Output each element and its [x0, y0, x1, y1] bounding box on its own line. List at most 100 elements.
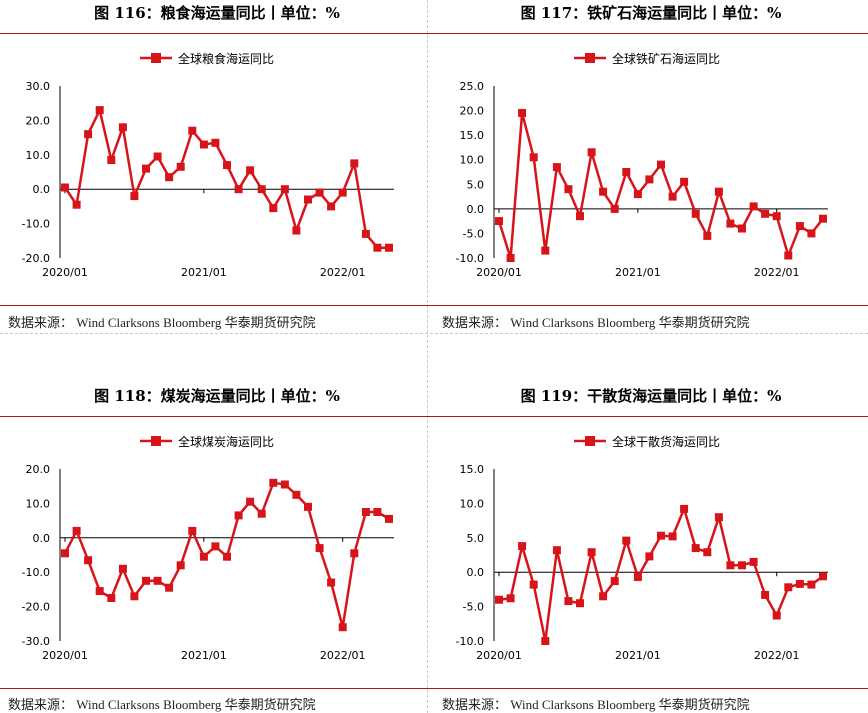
data-point-marker	[327, 578, 336, 587]
source-note: 数据来源： Wind Clarksons Bloomberg 华泰期货研究院	[8, 697, 316, 712]
title-rule	[0, 416, 434, 417]
data-point-marker	[645, 175, 654, 184]
data-point-marker	[338, 188, 347, 197]
data-point-marker	[807, 229, 816, 238]
data-point-marker	[95, 587, 104, 596]
source-rule	[434, 305, 868, 306]
data-point-marker	[633, 573, 642, 581]
data-point-marker	[622, 168, 631, 176]
y-tick-label: -10.0	[22, 566, 50, 579]
line-chart-grain: 全球粮食海运同比 30.0 20.0 10.0 0.0 -10.0 -20.02020/01…	[22, 51, 394, 279]
x-tick-label: 2022/01	[320, 649, 366, 662]
y-tick-label: 15.0	[460, 129, 485, 142]
line-chart-iron-ore: 全球铁矿石海运同比 25.0 20.0 15.0 10.0 5.0 0.0 -5.0 -10.0…	[456, 51, 828, 279]
y-tick-label: -10.0	[456, 635, 484, 648]
data-point-marker	[269, 204, 278, 213]
data-point-marker	[118, 123, 127, 132]
data-point-marker	[587, 548, 596, 557]
data-point-marker	[361, 229, 370, 238]
data-point-marker	[749, 202, 758, 211]
data-point-marker	[257, 185, 266, 194]
series-line	[63, 108, 389, 249]
data-point-marker	[61, 549, 69, 558]
data-point-marker	[361, 508, 370, 516]
data-point-marker	[564, 597, 573, 606]
data-point-marker	[373, 243, 382, 252]
data-point-marker	[680, 177, 689, 186]
data-point-marker	[657, 160, 665, 169]
x-tick-label: 2021/01	[181, 649, 227, 662]
data-point-marker	[107, 594, 116, 602]
x-tick-label: 2020/01	[42, 266, 88, 279]
data-point-marker	[772, 212, 781, 221]
data-point-marker	[234, 185, 243, 194]
title-rule	[0, 33, 434, 34]
y-tick-label: 5.0	[467, 178, 485, 191]
data-point-marker	[703, 548, 712, 557]
data-point-marker	[292, 226, 301, 235]
data-point-marker	[269, 478, 278, 487]
legend-marker	[585, 53, 595, 63]
data-point-marker	[749, 557, 758, 566]
data-point-marker	[61, 183, 69, 192]
data-point-marker	[576, 599, 584, 608]
y-tick-label: -10.0	[22, 218, 50, 231]
data-point-marker	[529, 580, 538, 589]
legend-label: 全球煤炭海运同比	[178, 434, 274, 449]
data-point-marker	[350, 159, 359, 168]
data-point-marker	[223, 161, 231, 170]
data-point-marker	[506, 594, 515, 603]
data-point-marker	[153, 152, 162, 161]
data-point-marker	[211, 542, 220, 551]
data-point-marker	[529, 153, 538, 162]
data-point-marker	[188, 126, 197, 135]
x-tick-label: 2021/01	[181, 266, 227, 279]
data-point-marker	[246, 166, 255, 175]
y-tick-label: -20.0	[22, 252, 50, 265]
data-point-marker	[772, 611, 781, 620]
data-point-marker	[784, 251, 793, 260]
data-point-marker	[714, 187, 723, 196]
y-tick-label: 30.0	[26, 80, 51, 93]
chart-panel-grain: 图 116：粮食海运量同比丨单位：% 全球粮食海运同比 30.0 20.0 10.0 0…	[0, 0, 434, 340]
source-rule	[0, 688, 434, 689]
y-tick-label: 20.0	[460, 105, 485, 118]
data-point-marker	[350, 549, 359, 558]
data-point-marker	[622, 536, 631, 545]
line-chart-coal: 全球煤炭海运同比 20.0 10.0 0.0 -10.0 -20.0 -30.02020/0…	[22, 434, 394, 662]
data-point-marker	[738, 561, 746, 570]
data-point-marker	[819, 572, 827, 581]
x-tick-label: 2020/01	[476, 266, 522, 279]
y-tick-label: 20.0	[26, 463, 51, 476]
data-point-marker	[495, 595, 503, 604]
source-note: 数据来源： Wind Clarksons Bloomberg 华泰期货研究院	[442, 697, 750, 712]
data-point-marker	[784, 583, 793, 592]
legend-label: 全球铁矿石海运同比	[612, 51, 720, 66]
data-point-marker	[199, 552, 208, 561]
y-tick-label: 5.0	[467, 532, 485, 545]
data-point-marker	[257, 509, 266, 518]
data-point-marker	[246, 497, 255, 506]
y-tick-label: 0.0	[33, 183, 51, 196]
data-point-marker	[304, 195, 312, 204]
data-point-marker	[165, 173, 174, 182]
data-point-marker	[84, 130, 93, 139]
data-point-marker	[118, 564, 127, 573]
y-tick-label: 20.0	[26, 114, 51, 127]
data-point-marker	[807, 580, 816, 589]
source-rule	[434, 688, 868, 689]
data-point-marker	[657, 531, 665, 540]
data-point-marker	[599, 592, 608, 601]
chart-title: 图 118：煤炭海运量同比丨单位：%	[94, 387, 340, 405]
y-tick-label: 0.0	[467, 203, 485, 216]
y-tick-label: 10.0	[460, 497, 485, 510]
data-point-marker	[495, 217, 503, 226]
title-rule	[434, 416, 868, 417]
data-point-marker	[552, 546, 561, 555]
data-point-marker	[714, 513, 723, 522]
data-point-marker	[691, 544, 700, 553]
data-point-marker	[304, 502, 312, 511]
chart-title: 图 116：粮食海运量同比丨单位：%	[94, 4, 340, 22]
legend-marker	[151, 436, 161, 446]
legend: 全球煤炭海运同比	[140, 434, 274, 449]
